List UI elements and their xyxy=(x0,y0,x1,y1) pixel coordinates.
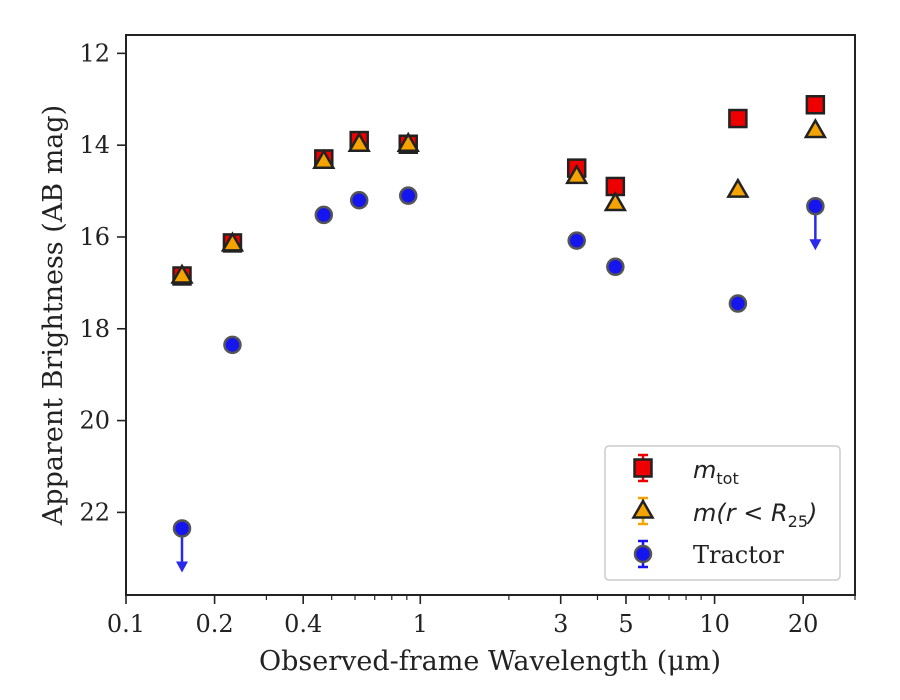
x-axis-label: Observed-frame Wavelength (μm) xyxy=(259,646,721,677)
data-point-mr25 xyxy=(726,177,750,198)
data-point-mr25 xyxy=(396,131,420,152)
x-tick-label: 3 xyxy=(553,610,568,638)
legend-marker-mr25 xyxy=(631,498,655,519)
data-point-mtot xyxy=(728,108,748,129)
x-tick-label: 0.4 xyxy=(284,610,322,638)
data-point-tractor xyxy=(567,231,586,250)
legend-marker-tractor xyxy=(633,544,653,564)
data-point-tractor xyxy=(349,190,369,210)
x-tick-label: 0.1 xyxy=(107,610,145,638)
y-tick-label: 12 xyxy=(79,39,110,67)
x-tick-label: 0.2 xyxy=(196,610,234,638)
x-tick-label: 10 xyxy=(699,610,730,638)
data-point-mr25 xyxy=(347,131,371,152)
data-point-mtot xyxy=(805,95,826,115)
y-tick-label: 16 xyxy=(79,223,110,251)
axis-ticks: 0.1 0.2 0.4 1 3 5 10 20 12 14 16 18 20 22 xyxy=(79,39,856,638)
legend: mtot m(r < R25) Tractor xyxy=(604,445,841,581)
data-point-tractor xyxy=(314,205,334,225)
legend-label-mr25: m(r < R25) xyxy=(693,499,817,531)
data-point-tractor xyxy=(172,519,192,538)
upper-limit-arrowhead xyxy=(176,561,189,573)
data-point-mr25 xyxy=(603,190,628,212)
y-axis-label: Apparent Brightness (AB mag) xyxy=(38,105,69,526)
legend-markers xyxy=(631,453,655,569)
x-tick-label: 1 xyxy=(413,610,428,638)
data-point-tractor xyxy=(398,186,418,205)
upper-limit-arrowhead xyxy=(809,239,822,251)
y-tick-label: 14 xyxy=(79,131,110,159)
data-point-tractor xyxy=(728,294,748,313)
series-mr25 xyxy=(170,117,828,284)
y-tick-label: 18 xyxy=(79,315,110,343)
legend-frame xyxy=(604,445,841,581)
data-point-tractor xyxy=(606,257,625,277)
legend-marker-mtot xyxy=(633,458,653,478)
y-tick-label: 22 xyxy=(79,498,110,526)
data-point-tractor xyxy=(223,335,242,355)
data-point-tractor xyxy=(806,196,825,216)
legend-label-mtot: mtot xyxy=(693,456,739,488)
series-tractor xyxy=(172,186,825,573)
data-point-mr25 xyxy=(170,263,194,284)
plot-frame xyxy=(125,34,856,596)
data-point-mr25 xyxy=(565,163,589,185)
series-mtot xyxy=(172,95,826,286)
x-tick-label: 5 xyxy=(618,610,633,638)
data-marks xyxy=(170,95,828,573)
data-point-mr25 xyxy=(803,117,828,139)
legend-label-tractor: Tractor xyxy=(693,541,784,569)
x-tick-label: 20 xyxy=(788,610,819,638)
data-point-mr25 xyxy=(312,148,336,169)
y-tick-label: 20 xyxy=(79,407,110,435)
data-point-mr25 xyxy=(220,231,245,252)
